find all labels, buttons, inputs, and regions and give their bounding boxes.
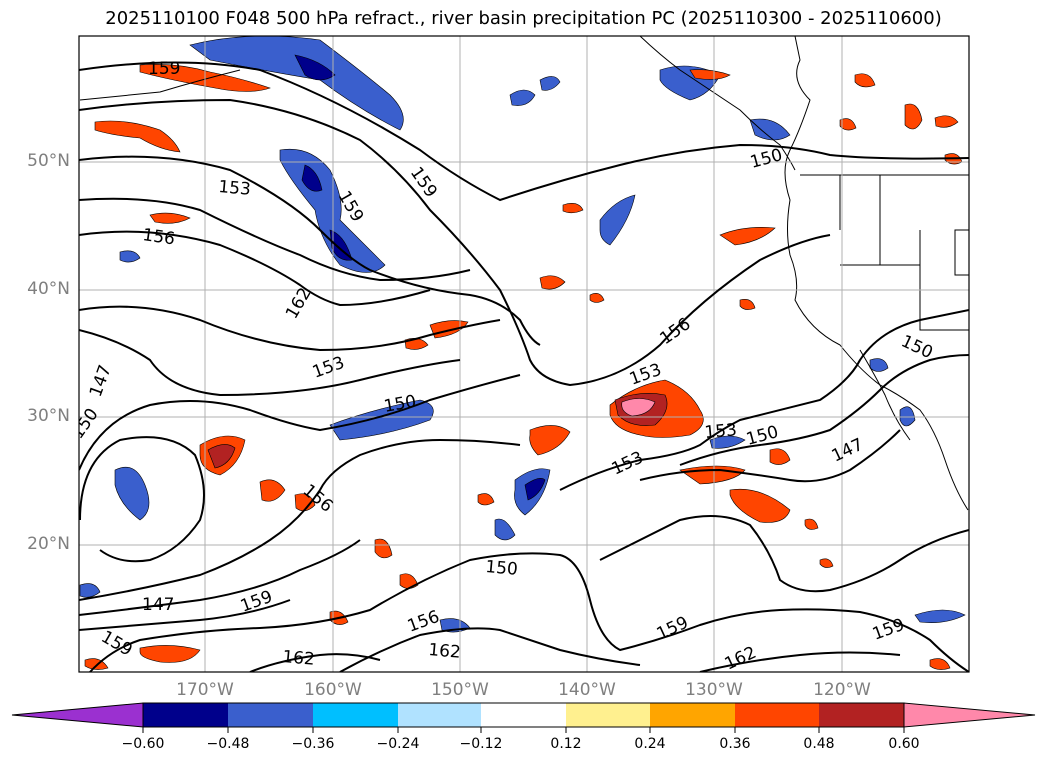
precip-patch-positive: [819, 558, 834, 568]
contour-label: 156: [141, 225, 176, 249]
precip-patch-positive: [539, 275, 566, 290]
precip-patch-negative: [524, 478, 546, 501]
colorbar-tick-label: −0.60: [121, 736, 165, 752]
precip-patch-negative: [119, 250, 141, 263]
precip-patch-negative: [749, 118, 791, 141]
precip-patch-positive: [854, 73, 876, 88]
precip-patch-positive: [589, 293, 605, 303]
lon-label: 150°W: [431, 680, 489, 700]
precip-patch-positive: [139, 645, 201, 663]
precip-patch-negative: [329, 399, 434, 441]
precip-patch-positive: [719, 227, 776, 246]
precip-patch-positive: [207, 444, 236, 469]
colorbar-tick-label: 0.36: [719, 736, 751, 752]
precip-patch-negative: [899, 406, 916, 427]
map-frame: [78, 35, 970, 673]
colorbar-bin: [819, 703, 904, 727]
lon-label: 160°W: [304, 680, 362, 700]
precip-patch-positive: [689, 69, 731, 80]
aleutian-coast: [79, 69, 241, 101]
contour-label: 153: [704, 420, 738, 443]
precip-patch-negative: [709, 435, 746, 449]
colorbar: [11, 702, 1036, 733]
baja-california-coast: [859, 349, 911, 441]
colorbar-tick-label: −0.36: [291, 736, 335, 752]
precip-patch-positive: [904, 103, 923, 130]
contour-label: 153: [218, 177, 252, 200]
colorbar-tick-label: −0.12: [459, 736, 503, 752]
colorbar-tick-label: 0.60: [888, 736, 920, 752]
precip-patch-positive: [562, 203, 584, 214]
precip-patch-negative: [329, 229, 353, 261]
precip-patch-negative: [494, 518, 516, 541]
colorbar-bin: [228, 703, 313, 727]
precip-patch-positive: [769, 448, 791, 465]
precip-patch-negative: [914, 609, 966, 623]
contour-label: 159: [148, 59, 180, 79]
colorbar-tick-label: −0.24: [376, 736, 420, 752]
precip-patch-positive: [259, 479, 286, 502]
map-title: 2025110100 F048 500 hPa refract., river …: [105, 8, 942, 29]
precip-patch-positive: [94, 120, 181, 153]
contour-label: 162: [282, 647, 316, 670]
precip-patch-positive: [739, 299, 756, 310]
precip-patch-positive: [477, 493, 495, 506]
colorbar-tick-label: −0.48: [206, 736, 250, 752]
state-borders: [839, 175, 969, 331]
lat-label: 40°N: [27, 279, 70, 299]
contour-label: 162: [428, 640, 462, 663]
colorbar-bin: [481, 703, 566, 727]
precip-patch-negative: [189, 36, 404, 131]
precip-patch-positive: [529, 425, 571, 456]
lat-label: 30°N: [27, 406, 70, 426]
precip-patch-positive: [621, 398, 656, 417]
colorbar-extend-high: [903, 702, 1036, 728]
precip-patch-negative: [599, 194, 636, 246]
colorbar-frame: [142, 702, 905, 728]
precip-patch-negative: [539, 76, 561, 91]
precip-patch-negative: [869, 358, 889, 372]
precip-patch-positive: [294, 493, 316, 512]
refractivity-contours: [79, 61, 969, 672]
colorbar-bin: [650, 703, 735, 727]
precip-patch-positive: [934, 115, 959, 128]
alaska-panhandle-coast: [639, 36, 796, 171]
colorbar-extend-low: [11, 702, 144, 728]
lat-label: 20°N: [27, 534, 70, 554]
precip-patch-positive: [929, 658, 951, 670]
colorbar-tick-label: 0.12: [550, 736, 582, 752]
map-area: 159 153 159 156 162 159 156 153 153 150 …: [79, 36, 969, 672]
colorbar-bin: [398, 703, 481, 727]
precip-patch-negative: [114, 466, 150, 521]
colorbar-bin: [566, 703, 650, 727]
precip-patch-positive: [804, 518, 819, 530]
precip-patch-negative: [509, 89, 536, 106]
precip-patch-positive: [374, 538, 393, 559]
colorbar-tick-label: 0.24: [634, 736, 666, 752]
contour-label: 150: [485, 557, 519, 580]
precip-patch-negative: [301, 164, 323, 192]
north-america-coast: [784, 36, 969, 511]
colorbar-tick-label: 0.48: [803, 736, 835, 752]
precip-patch-negative: [294, 54, 336, 81]
lat-label: 50°N: [27, 151, 70, 171]
lon-label: 140°W: [558, 680, 616, 700]
precip-patch-positive: [149, 212, 191, 224]
colorbar-bin: [143, 703, 228, 727]
colorbar-bin: [313, 703, 398, 727]
contour-label: 147: [142, 595, 174, 615]
precip-patch-positive: [729, 488, 791, 523]
gridlines: [79, 36, 969, 672]
coastlines: [79, 36, 969, 511]
lon-label: 130°W: [685, 680, 743, 700]
precip-patch-negative: [79, 583, 101, 598]
lon-label: 170°W: [176, 680, 234, 700]
colorbar-bin: [735, 703, 819, 727]
lon-label: 120°W: [813, 680, 871, 700]
